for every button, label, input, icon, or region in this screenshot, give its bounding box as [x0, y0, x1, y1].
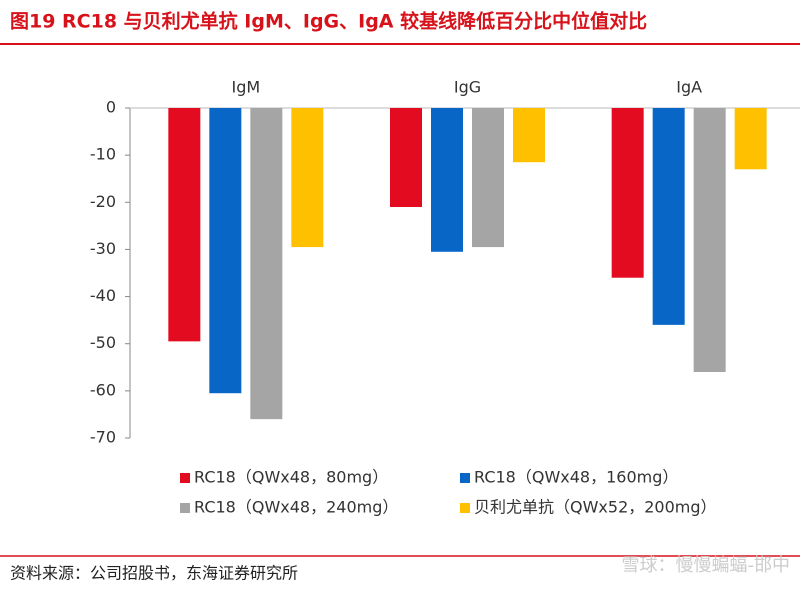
category-label: IgA — [676, 78, 702, 97]
bar — [472, 108, 504, 248]
bar — [734, 108, 767, 170]
legend-label: 贝利尤单抗（QWx52，200mg） — [474, 498, 717, 517]
legend-label: RC18（QWx48，160mg） — [474, 468, 678, 487]
bar — [513, 108, 545, 163]
y-tick-label: -10 — [90, 145, 116, 164]
bar — [291, 108, 324, 248]
category-label: IgG — [454, 78, 481, 97]
bar — [652, 108, 685, 325]
legend-swatch — [460, 503, 470, 513]
category-label: IgM — [231, 78, 260, 97]
legend-swatch — [460, 473, 470, 483]
legend-swatch — [180, 503, 190, 513]
bar — [611, 108, 644, 278]
bar — [390, 108, 422, 207]
bar — [250, 108, 283, 420]
y-tick-label: 0 — [106, 98, 116, 117]
bar — [693, 108, 726, 372]
bar — [431, 108, 463, 252]
bar — [209, 108, 242, 394]
y-tick-label: -30 — [90, 239, 116, 258]
bar — [168, 108, 201, 342]
source: 资料来源：公司招股书，东海证券研究所 — [10, 564, 298, 583]
legend-swatch — [180, 473, 190, 483]
y-tick-label: -70 — [90, 428, 116, 447]
legend-label: RC18（QWx48，80mg） — [194, 468, 388, 487]
watermark: 雪球：慢慢蝙蝠-邯中 — [622, 555, 791, 576]
y-tick-label: -20 — [90, 192, 116, 211]
chart-title: 图19 RC18 与贝利尤单抗 IgM、IgG、IgA 较基线降低百分比中位值对… — [10, 10, 647, 33]
y-tick-label: -60 — [90, 380, 116, 399]
legend-label: RC18（QWx48，240mg） — [194, 498, 398, 517]
y-tick-label: -40 — [90, 286, 116, 305]
y-tick-label: -50 — [90, 333, 116, 352]
